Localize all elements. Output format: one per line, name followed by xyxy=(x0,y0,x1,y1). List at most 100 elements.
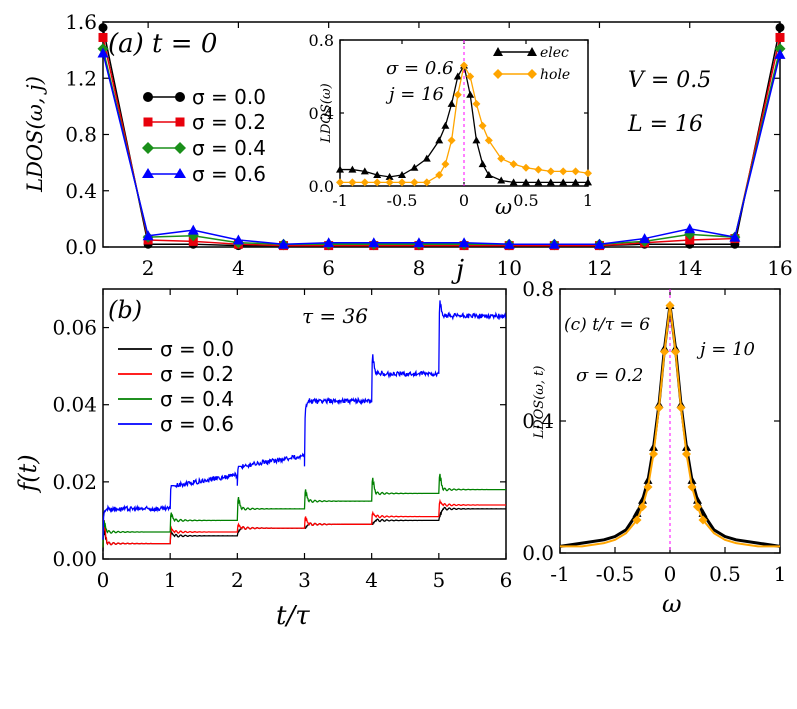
panel-b-ytick-label: 0.06 xyxy=(52,316,97,340)
legend-a-marker-1a xyxy=(143,117,153,127)
panel-a-legend: σ = 0.0 σ = 0.2 σ = 0.4 σ = 0.6 xyxy=(142,85,266,186)
data-point-a-3 xyxy=(413,237,425,248)
legend-a-marker-2a xyxy=(142,142,154,154)
panel-b-xtick-label: 6 xyxy=(500,568,513,592)
panel-b-xtick-label: 1 xyxy=(164,568,177,592)
data-point-c-1 xyxy=(665,301,675,310)
inset-data-point-1 xyxy=(497,154,506,163)
legend-a-marker-0b xyxy=(175,92,185,102)
panel-c-ylabel: LDOS(ω, t) xyxy=(532,366,547,440)
data-point-a-3 xyxy=(368,237,380,248)
legend-a-marker-1b xyxy=(175,117,185,127)
data-point-a-3 xyxy=(323,237,335,248)
inset-data-point-0 xyxy=(410,163,419,171)
legend-a-label-0: σ = 0.0 xyxy=(192,85,266,109)
panel-c-xtick-label: -1 xyxy=(550,562,569,586)
inset-data-point-1 xyxy=(447,136,456,145)
inset-data-point-1 xyxy=(410,178,419,187)
data-point-a-0 xyxy=(775,23,785,33)
inset-annotation-j: j = 16 xyxy=(385,84,444,105)
panel-b-ylabel: f(t) xyxy=(14,454,42,493)
data-point-a-1 xyxy=(775,32,785,42)
panel-a-xlabel: j xyxy=(451,255,464,285)
data-point-c-1 xyxy=(682,449,691,459)
legend-a-sigma-0-6: σ = 0.6 xyxy=(142,162,266,186)
panel-a-xtick-label: 10 xyxy=(496,256,521,280)
inset-data-point-1 xyxy=(584,169,592,178)
inset-data-point-1 xyxy=(336,178,344,187)
panel-b-ytick-label: 0.04 xyxy=(52,393,97,417)
inset-data-point-0 xyxy=(584,178,592,186)
panel-c-ytick-label: 0.4 xyxy=(522,409,554,433)
panel-a-xtick-label: 6 xyxy=(322,256,335,280)
inset-data-point-0 xyxy=(534,178,543,186)
annotation-v: V = 0.5 xyxy=(628,68,711,93)
inset-xtick-label: 0 xyxy=(459,191,469,210)
inset-data-point-0 xyxy=(484,171,493,179)
data-point-c-1 xyxy=(693,502,702,512)
inset-data-point-0 xyxy=(373,171,382,179)
inset-data-point-0 xyxy=(385,172,394,180)
panel-b-y-ticks: 0.00 0.02 0.04 0.06 xyxy=(52,316,506,571)
legend-a-marker-3b xyxy=(174,168,186,178)
series-line-a-1 xyxy=(102,37,781,247)
panel-a-y-ticks: 0.0 0.4 0.8 1.2 1.6 xyxy=(65,10,780,259)
series-line-a-3 xyxy=(102,52,781,245)
inset-data-point-0 xyxy=(522,178,530,186)
panel-c-series xyxy=(559,289,781,553)
inset-xtick-label: -0.5 xyxy=(387,191,418,210)
legend-b-label-3: σ = 0.6 xyxy=(160,412,234,436)
data-point-c-1 xyxy=(671,347,680,357)
inset-data-point-1 xyxy=(484,136,493,145)
panel-b-xlabel: t/τ xyxy=(276,601,310,631)
legend-b-label-1: σ = 0.2 xyxy=(160,362,234,386)
panel-b-ytick-label: 0.02 xyxy=(52,470,97,494)
inset-data-point-0 xyxy=(466,90,475,98)
data-point-c-1 xyxy=(660,347,669,357)
inset-data-point-1 xyxy=(373,178,382,187)
inset-data-point-1 xyxy=(466,72,475,81)
data-point-c-1 xyxy=(676,403,686,413)
series-line-a-2 xyxy=(102,48,781,245)
panel-a-inset: -1 -0.5 0 0.5 1 0.00.40.8 LDOS(ω) ω σ = 0.6 … xyxy=(309,31,594,219)
panel-b-x-ticks: 0 1 2 3 4 5 6 xyxy=(97,289,513,592)
inset-data-point-0 xyxy=(422,154,431,162)
inset-data-point-0 xyxy=(478,160,487,168)
panel-c-xlabel: ω xyxy=(662,590,682,618)
panel-a-series xyxy=(97,23,786,251)
legend-a-marker-3a xyxy=(142,168,154,178)
inset-data-point-1 xyxy=(472,99,481,108)
panel-c-ytick-label: 0.8 xyxy=(522,277,554,301)
inset-ytick-label: 0.8 xyxy=(309,31,334,50)
legend-a-marker-0a xyxy=(143,92,153,102)
panel-b-series xyxy=(102,300,507,552)
panel-b-xtick-label: 4 xyxy=(365,568,378,592)
data-point-a-3 xyxy=(278,238,290,249)
inset-data-point-0 xyxy=(509,178,518,186)
inset-data-point-0 xyxy=(336,165,344,173)
panel-c-title: (c) t/τ = 6 xyxy=(564,315,650,335)
annotation-j: j = 10 xyxy=(696,339,755,360)
inset-legend: elec hole xyxy=(493,45,570,83)
legend-a-sigma-0-2: σ = 0.2 xyxy=(143,110,266,134)
panel-c-ytick-label: 0.0 xyxy=(522,541,554,565)
panel-a-xtick-label: 16 xyxy=(767,256,792,280)
inset-data-point-1 xyxy=(460,61,468,70)
inset-legend-marker-elec-b xyxy=(527,47,537,56)
data-point-c-1 xyxy=(698,515,708,525)
inset-data-point-1 xyxy=(571,167,580,176)
inset-data-point-0 xyxy=(360,167,369,175)
panel-a-ytick-label: 0.4 xyxy=(65,179,97,203)
data-point-a-1 xyxy=(188,236,198,246)
panel-b-legend: σ = 0.0 σ = 0.2 σ = 0.4 σ = 0.6 xyxy=(118,337,234,436)
inset-xlabel: ω xyxy=(495,195,512,219)
panel-a-ytick-label: 1.6 xyxy=(65,10,97,34)
inset-data-point-0 xyxy=(453,72,462,80)
inset-data-point-1 xyxy=(348,178,357,187)
inset-data-point-1 xyxy=(435,171,444,180)
inset-data-point-0 xyxy=(435,136,444,144)
legend-a-label-3: σ = 0.6 xyxy=(192,162,266,186)
panel-a-ytick-label: 0.8 xyxy=(65,123,97,147)
inset-data-point-0 xyxy=(398,171,406,179)
inset-data-point-1 xyxy=(534,165,543,174)
